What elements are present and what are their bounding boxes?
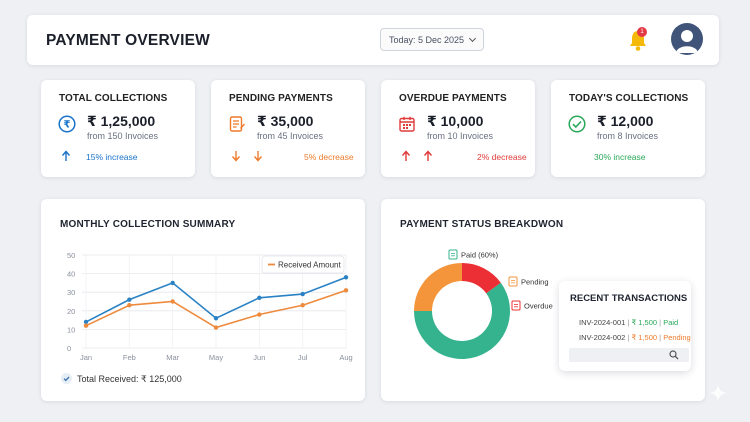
data-point	[127, 297, 132, 302]
stat-card-todays-collections: TODAY'S COLLECTIONS ₹ 12,000 from 8 Invo…	[551, 80, 705, 177]
stat-card-total-collections: TOTAL COLLECTIONS ₹ ₹ 1,25,000 from 150 …	[41, 80, 195, 177]
stat-change: 15% increase	[86, 152, 138, 162]
transaction-status: Paid	[663, 318, 679, 327]
data-point	[170, 280, 175, 286]
data-point	[83, 319, 89, 325]
recent-transactions-panel: RECENT TRANSACTIONS INV-2024-001 | ₹ 1,5…	[559, 281, 691, 371]
sparkle-icon	[709, 384, 727, 402]
stat-subtext: from 45 Invoices	[257, 131, 324, 141]
stat-change: 2% decrease	[477, 152, 527, 162]
invoice-edit-icon	[229, 116, 245, 132]
y-tick-label: 40	[67, 270, 75, 279]
x-tick-label: Aug	[339, 353, 352, 362]
line-chart: 0 10 20 30 40 50 Jan Feb Mar May Jun Jul Aug Received…	[67, 251, 353, 362]
calendar-icon	[399, 116, 415, 132]
data-point	[343, 275, 349, 280]
x-tick-label: May	[209, 353, 223, 362]
data-point	[257, 312, 262, 317]
slice-label: Overdue	[524, 302, 553, 311]
y-tick-label: 10	[67, 325, 75, 334]
transaction-amount: ₹ 1,500	[631, 318, 658, 327]
header-bar: PAYMENT OVERVIEW Today: 5 Dec 2025 1	[27, 15, 719, 65]
slice-label-icon	[511, 300, 521, 311]
date-selector[interactable]: Today: 5 Dec 2025	[380, 28, 484, 51]
x-tick-label: Jun	[253, 353, 265, 362]
data-point	[170, 299, 175, 304]
transaction-amount: ₹ 1,500	[631, 333, 658, 342]
slice-label-icon	[448, 249, 458, 260]
data-point	[213, 316, 219, 321]
y-tick-label: 0	[67, 344, 71, 353]
donut-slice	[462, 263, 501, 294]
transaction-id: INV-2024-002	[579, 333, 626, 342]
transaction-status: Pending	[663, 333, 691, 342]
stat-title: TODAY'S COLLECTIONS	[569, 93, 689, 104]
data-point	[257, 295, 262, 300]
notification-badge: 1	[637, 27, 647, 37]
arrow-up-icon	[423, 150, 433, 161]
transaction-row[interactable]: INV-2024-002 | ₹ 1,500 | Pending	[579, 333, 691, 342]
stat-card-pending-payments: PENDING PAYMENTS ₹ 35,000 from 45 Invoic…	[211, 80, 365, 177]
stat-title: PENDING PAYMENTS	[229, 93, 333, 104]
stat-subtext: from 10 Invoices	[427, 131, 494, 141]
check-icon	[61, 373, 72, 384]
stat-title: TOTAL COLLECTIONS	[59, 93, 168, 104]
date-label: Today: 5 Dec 2025	[388, 34, 465, 45]
data-point	[127, 303, 132, 308]
x-tick-label: Feb	[123, 353, 136, 362]
recent-title: RECENT TRANSACTIONS	[570, 293, 688, 304]
svg-text:₹: ₹	[64, 120, 71, 131]
search-icon[interactable]	[669, 350, 679, 360]
data-point	[213, 325, 219, 330]
stat-card-overdue-payments: OVERDUE PAYMENTS ₹ 10,000 from 10 Invoic…	[381, 80, 535, 177]
data-point	[300, 291, 305, 297]
transaction-search[interactable]	[569, 348, 689, 362]
y-tick-label: 50	[67, 251, 75, 260]
arrow-down-icon	[253, 151, 263, 162]
transaction-row[interactable]: INV-2024-001 | ₹ 1,500 | Paid	[579, 318, 679, 327]
stat-amount: ₹ 10,000	[427, 113, 484, 129]
legend-label: Received Amount	[278, 261, 341, 270]
arrow-up-icon	[61, 150, 71, 161]
user-icon	[676, 30, 698, 53]
x-tick-label: Jul	[298, 353, 308, 362]
stat-subtext: from 8 Invoices	[597, 131, 659, 141]
legend-box	[261, 255, 345, 274]
monthly-collection-card: MONTHLY COLLECTION SUMMARY 0 10 20 30 40 50 Ja…	[41, 199, 365, 401]
stat-amount: ₹ 35,000	[257, 113, 314, 129]
x-tick-label: Mar	[166, 353, 179, 362]
transaction-id: INV-2024-001	[579, 318, 626, 327]
avatar[interactable]	[671, 23, 703, 55]
donut-slice	[414, 263, 462, 311]
x-tick-label: Jan	[80, 353, 92, 362]
donut-chart: Paid (60%) Pending Overdue	[414, 249, 553, 359]
slice-label: Pending	[521, 278, 549, 287]
stat-amount: ₹ 1,25,000	[87, 113, 156, 129]
data-point	[300, 303, 305, 308]
arrow-up-icon	[401, 150, 411, 161]
slice-label: Paid (60%)	[461, 251, 499, 260]
y-tick-label: 20	[67, 307, 75, 316]
monthly-title: MONTHLY COLLECTION SUMMARY	[60, 219, 236, 230]
data-point	[83, 323, 89, 328]
donut-slice	[414, 282, 510, 359]
page-title: PAYMENT OVERVIEW	[46, 32, 210, 49]
check-circle-icon	[568, 115, 586, 133]
stat-title: OVERDUE PAYMENTS	[399, 93, 507, 104]
y-tick-label: 30	[67, 288, 75, 297]
stat-change: 5% decrease	[304, 152, 354, 162]
data-point	[343, 288, 349, 293]
slice-label-icon	[508, 276, 518, 287]
status-title: PAYMENT STATUS BREAKDWON	[400, 219, 564, 230]
stat-change: 30% increase	[594, 152, 646, 162]
chevron-down-icon	[468, 34, 477, 42]
arrow-down-icon	[231, 151, 241, 162]
total-received: Total Received: ₹ 125,000	[77, 374, 182, 384]
stat-subtext: from 150 Invoices	[87, 131, 159, 141]
stat-amount: ₹ 12,000	[597, 113, 654, 129]
rupee-circle-icon: ₹	[58, 115, 76, 133]
